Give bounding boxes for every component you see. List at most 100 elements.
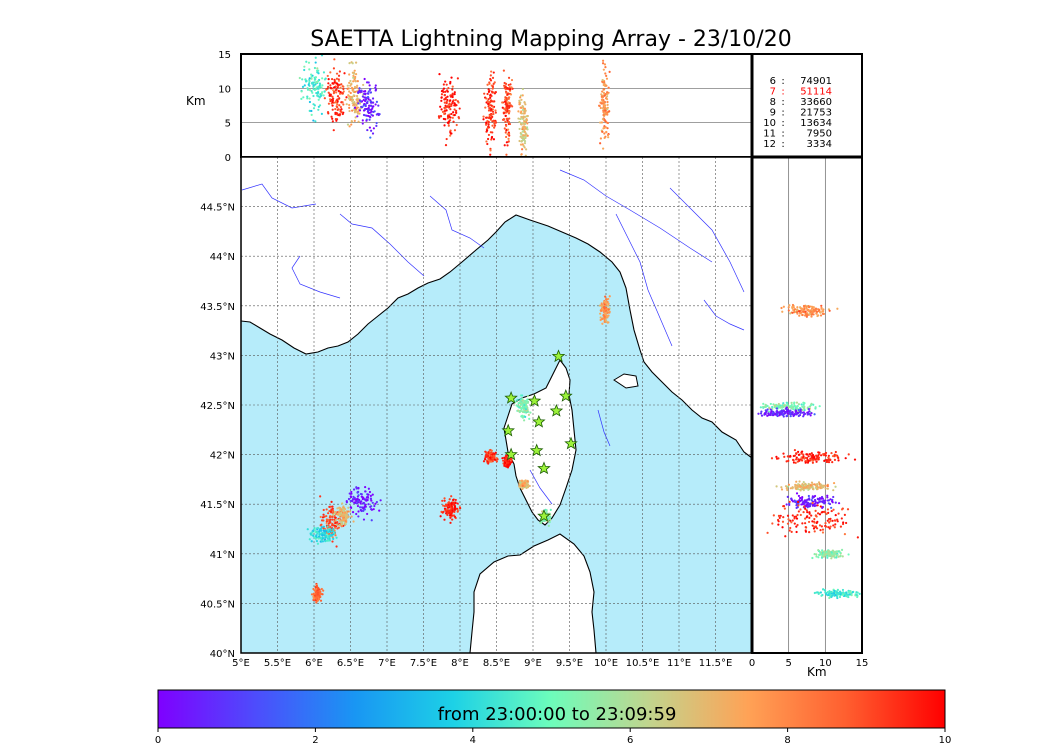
legend-count-value: 74901 bbox=[800, 76, 832, 87]
altitude-lon-point bbox=[507, 128, 510, 131]
altitude-lat-point bbox=[803, 505, 806, 508]
lightning-source-point bbox=[316, 532, 319, 535]
altitude-lon-point bbox=[367, 106, 370, 109]
altitude-lat-point bbox=[826, 499, 830, 502]
lightning-source-point bbox=[344, 520, 347, 523]
altitude-lat-point bbox=[793, 308, 797, 311]
lightning-source-point bbox=[523, 401, 527, 404]
altitude-lon-point bbox=[355, 94, 359, 98]
altitude-lon-point bbox=[313, 104, 316, 107]
altitude-lon-point bbox=[491, 110, 495, 113]
altitude-lat-point bbox=[797, 409, 800, 412]
altitude-lon-point bbox=[505, 102, 508, 105]
altitude-lon-point bbox=[509, 93, 513, 96]
altitude-lat-point bbox=[772, 410, 775, 413]
altitude-lat-point bbox=[788, 503, 791, 506]
station-star-icon bbox=[501, 423, 515, 437]
lightning-source-point bbox=[549, 508, 552, 512]
altitude-lon-point bbox=[446, 121, 449, 124]
altitude-lon-point bbox=[303, 65, 306, 68]
lightning-source-point bbox=[447, 506, 450, 509]
altitude-lat-point bbox=[808, 410, 811, 413]
altitude-lat-point bbox=[818, 553, 821, 556]
lightning-source-point bbox=[336, 513, 339, 516]
altitude-lat-point bbox=[837, 512, 840, 515]
lightning-source-point bbox=[312, 534, 315, 537]
altitude-lon-point bbox=[310, 113, 313, 116]
lightning-source-point bbox=[335, 518, 338, 521]
colorbar-tick-label: 8 bbox=[784, 735, 790, 746]
altitude-lon-point bbox=[519, 96, 522, 99]
station-star-icon bbox=[559, 389, 573, 402]
altitude-lat-point bbox=[802, 403, 805, 406]
altitude-lat-point bbox=[832, 489, 835, 492]
altitude-lat-point bbox=[815, 483, 818, 486]
altitude-lon-point bbox=[345, 96, 348, 99]
map-y-tick-label: 42.5°N bbox=[200, 401, 235, 412]
lightning-source-point bbox=[357, 510, 360, 513]
lightning-source-point bbox=[489, 456, 492, 459]
altitude-lat-point bbox=[781, 310, 784, 313]
altitude-lon-point bbox=[523, 139, 527, 143]
lightning-source-point bbox=[343, 508, 346, 511]
altitude-lat-point bbox=[795, 308, 798, 311]
altitude-lat-point bbox=[836, 595, 839, 598]
altitude-lat-point bbox=[829, 498, 832, 501]
altitude-lon-point bbox=[314, 120, 317, 123]
altitude-lat-point bbox=[829, 553, 832, 556]
altitude-lon-point bbox=[487, 133, 491, 137]
altitude-lat-point bbox=[831, 519, 834, 522]
altitude-lon-point bbox=[489, 74, 492, 77]
altitude-lon-point bbox=[519, 106, 522, 109]
altitude-lon-point bbox=[507, 97, 510, 100]
lightning-source-point bbox=[525, 409, 528, 413]
altitude-lon-point bbox=[337, 84, 340, 87]
altitude-lon-point bbox=[521, 108, 525, 112]
lightning-source-point bbox=[456, 509, 459, 512]
altitude-lon-point bbox=[350, 96, 353, 99]
altitude-lon-point bbox=[489, 93, 492, 96]
altitude-lon-point bbox=[368, 115, 371, 118]
altitude-lon-point bbox=[604, 72, 607, 75]
lightning-source-point bbox=[351, 511, 355, 514]
altitude-lon-point bbox=[343, 72, 346, 75]
altitude-lat-point bbox=[794, 461, 797, 464]
lightning-source-point bbox=[453, 503, 456, 506]
altitude-lon-point bbox=[447, 87, 450, 90]
altitude-lat-point bbox=[836, 592, 839, 595]
altitude-lat-point bbox=[813, 413, 816, 416]
lightning-source-point bbox=[319, 599, 323, 602]
altitude-lat-point bbox=[792, 461, 796, 464]
altitude-lon-point bbox=[445, 83, 448, 86]
altitude-lat-point bbox=[843, 533, 847, 536]
altitude-lon-point bbox=[319, 95, 322, 98]
altitude-lat-point bbox=[795, 486, 799, 489]
altitude-lon-point bbox=[452, 120, 455, 123]
lightning-source-point bbox=[356, 500, 360, 503]
altitude-lon-point bbox=[494, 91, 497, 94]
altitude-lat-point bbox=[807, 305, 810, 309]
lightning-source-point bbox=[334, 510, 337, 514]
lightning-source-point bbox=[526, 480, 529, 483]
lightning-source-point bbox=[344, 522, 347, 526]
lightning-source-point bbox=[501, 457, 504, 460]
altitude-lon-point bbox=[502, 69, 505, 72]
lightning-source-point bbox=[599, 318, 602, 322]
altitude-lon-point bbox=[327, 91, 330, 94]
altitude-lat-point bbox=[821, 531, 825, 534]
altitude-lon-point bbox=[523, 101, 526, 104]
altitude-lat-point bbox=[771, 522, 774, 525]
altitude-lon-point bbox=[305, 60, 308, 63]
lightning-source-point bbox=[362, 518, 366, 521]
altitude-lat-point bbox=[847, 595, 850, 599]
colorbar-bar bbox=[157, 689, 946, 729]
altitude-lon-point bbox=[488, 81, 491, 84]
altitude-lon-point bbox=[525, 117, 528, 121]
altitude-lon-point bbox=[315, 86, 318, 89]
legend-separator: : bbox=[781, 97, 784, 108]
altitude-lat-point bbox=[820, 495, 824, 499]
altitude-lat-point bbox=[797, 510, 800, 513]
altitude-lat-point bbox=[775, 485, 778, 488]
lightning-source-point bbox=[332, 513, 335, 516]
altitude-lon-point bbox=[444, 144, 448, 147]
